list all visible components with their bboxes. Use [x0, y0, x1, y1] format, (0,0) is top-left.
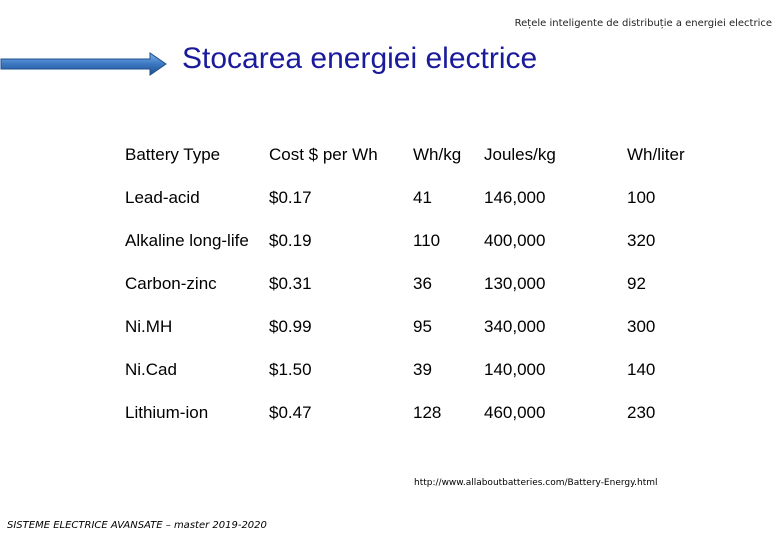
- table-cell: 140: [627, 359, 656, 379]
- table-row: Lithium-ion $0.47 128 460,000 230: [120, 391, 702, 434]
- table-cell: 128: [413, 402, 442, 422]
- table-row: Carbon-zinc $0.31 36 130,000 92: [120, 262, 702, 305]
- table-cell: $1.50: [269, 359, 312, 379]
- table-cell: 95: [413, 316, 432, 336]
- table-row: Alkaline long-life $0.19 110 400,000 320: [120, 219, 702, 262]
- table-row: Ni.Cad $1.50 39 140,000 140: [120, 348, 702, 391]
- table-header-row: Battery Type Cost $ per Wh Wh/kg Joules/…: [120, 133, 702, 176]
- arrow-right-icon: [0, 52, 167, 76]
- header-subtitle: Rețele inteligente de distribuție a ener…: [514, 18, 772, 29]
- source-link[interactable]: http://www.allaboutbatteries.com/Battery…: [414, 478, 658, 488]
- column-header: Battery Type: [125, 144, 221, 164]
- table-cell: 300: [627, 316, 656, 336]
- table-cell: 41: [413, 187, 432, 207]
- table-cell: 146,000: [484, 187, 546, 207]
- table-cell: Carbon-zinc: [125, 273, 217, 293]
- table-cell: 130,000: [484, 273, 546, 293]
- table-cell: 320: [627, 230, 656, 250]
- table-cell: 100: [627, 187, 656, 207]
- table-cell: 36: [413, 273, 432, 293]
- slide-title: Stocarea energiei electrice: [182, 42, 538, 75]
- table-cell: 400,000: [484, 230, 546, 250]
- table-cell: $0.47: [269, 402, 312, 422]
- table-cell: 39: [413, 359, 432, 379]
- table-cell: 140,000: [484, 359, 546, 379]
- table-cell: 230: [627, 402, 656, 422]
- table-cell: Alkaline long-life: [125, 230, 249, 250]
- footer-text: SISTEME ELECTRICE AVANSATE – master 2019…: [7, 520, 267, 531]
- table-cell: 340,000: [484, 316, 546, 336]
- column-header: Wh/kg: [413, 144, 462, 164]
- column-header: Cost $ per Wh: [269, 144, 378, 164]
- column-header: Joules/kg: [484, 144, 556, 164]
- table-cell: Ni.MH: [125, 316, 173, 336]
- table-cell: 110: [413, 230, 441, 250]
- table-cell: 460,000: [484, 402, 546, 422]
- table-cell: Ni.Cad: [125, 359, 177, 379]
- table-cell: Lead-acid: [125, 187, 200, 207]
- table-cell: $0.31: [269, 273, 312, 293]
- table-row: Ni.MH $0.99 95 340,000 300: [120, 305, 702, 348]
- table-cell: $0.17: [269, 187, 312, 207]
- battery-table: Battery Type Cost $ per Wh Wh/kg Joules/…: [120, 133, 702, 434]
- table-cell: 92: [627, 273, 646, 293]
- table-cell: Lithium-ion: [125, 402, 209, 422]
- column-header: Wh/liter: [627, 144, 685, 164]
- table-row: Lead-acid $0.17 41 146,000 100: [120, 176, 702, 219]
- table-cell: $0.19: [269, 230, 312, 250]
- table-cell: $0.99: [269, 316, 312, 336]
